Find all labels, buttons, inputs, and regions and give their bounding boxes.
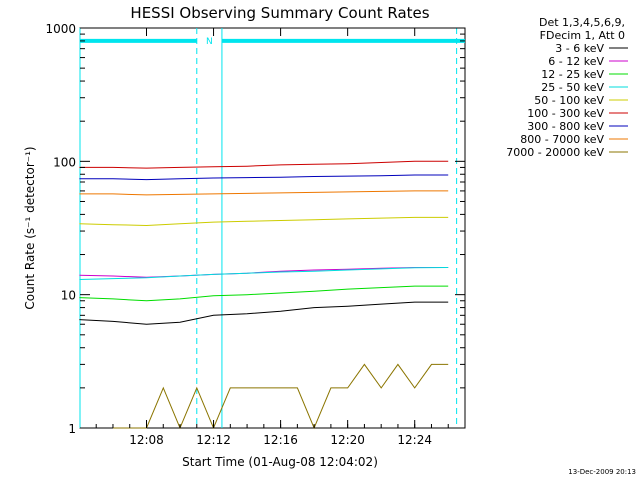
legend-label-0: 3 - 6 keV xyxy=(555,42,604,55)
series-line-4 xyxy=(79,216,449,227)
date-stamp: 13-Dec-2009 20:13 xyxy=(568,468,636,476)
series-line-7 xyxy=(79,190,449,196)
legend-header-0: Det 1,3,4,5,6,9, xyxy=(539,16,625,29)
legend-label-7: 800 - 7000 keV xyxy=(520,133,604,146)
series-line-8 xyxy=(113,363,449,430)
plot-frame xyxy=(79,27,466,429)
series-line-5 xyxy=(79,160,449,169)
y-tick-label-3: 1000 xyxy=(45,22,76,36)
y-tick-label-0: 1 xyxy=(68,422,76,436)
x-axis-label: Start Time (01-Aug-08 12:04:02) xyxy=(182,455,378,469)
legend-label-8: 7000 - 20000 keV xyxy=(506,146,604,159)
series-line-3 xyxy=(79,267,449,280)
legend-label-5: 100 - 300 keV xyxy=(527,107,604,120)
x-tick-label-2: 12:16 xyxy=(263,433,298,447)
axis-layer: 12:08 12:12 12:16 12:20 12:24 1 10 100 1000 xyxy=(45,22,466,447)
y-axis-label: Count Rate (s⁻¹ detector⁻¹) xyxy=(23,146,37,309)
y-tick-label-2: 100 xyxy=(53,155,76,169)
x-tick-label-3: 12:20 xyxy=(330,433,365,447)
y-tick-label-1: 10 xyxy=(61,289,76,303)
data-layer: N xyxy=(79,28,465,430)
legend-label-3: 25 - 50 keV xyxy=(541,81,604,94)
series-line-0 xyxy=(79,301,449,325)
legend-label-4: 50 - 100 keV xyxy=(534,94,604,107)
x-tick-label-1: 12:12 xyxy=(196,433,231,447)
legend-label-2: 12 - 25 keV xyxy=(541,68,604,81)
legend-label-6: 300 - 800 keV xyxy=(527,120,604,133)
chart-title: HESSI Observing Summary Count Rates xyxy=(130,4,429,22)
series-line-6 xyxy=(79,174,449,181)
legend-label-1: 6 - 12 keV xyxy=(548,55,604,68)
legend-header-1: FDecim 1, Att 0 xyxy=(540,29,625,42)
series-line-2 xyxy=(79,285,449,302)
x-tick-label-0: 12:08 xyxy=(129,433,164,447)
flag-bar-label: N xyxy=(206,37,213,47)
legend: Det 1,3,4,5,6,9,FDecim 1, Att 03 - 6 keV… xyxy=(506,16,628,159)
x-tick-label-4: 12:24 xyxy=(397,433,432,447)
